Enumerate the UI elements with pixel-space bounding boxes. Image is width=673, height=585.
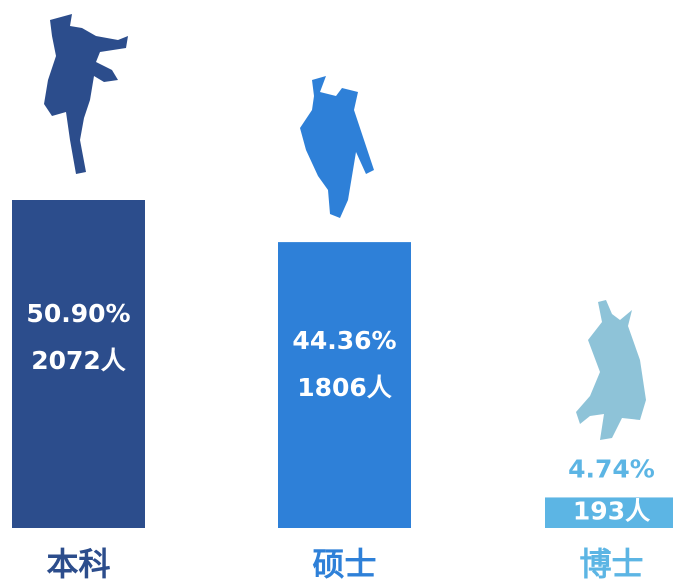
bar [545, 497, 673, 528]
graduate-figure [300, 76, 374, 218]
decoration [44, 14, 646, 440]
value-label: 2072人 [31, 346, 126, 375]
value-label: 193人 [573, 497, 650, 526]
value-label: 1806人 [297, 373, 392, 402]
percent-label: 50.90% [26, 299, 130, 328]
bar [12, 200, 145, 528]
bar [278, 242, 411, 529]
percent-label: 4.74% [568, 454, 655, 483]
graduate-figure [44, 14, 128, 174]
category-label: 本科 [46, 545, 110, 583]
category-label: 硕士 [312, 545, 376, 583]
graduate-figure [576, 300, 646, 440]
percent-label: 44.36% [292, 326, 396, 355]
category-label: 博士 [579, 545, 643, 583]
